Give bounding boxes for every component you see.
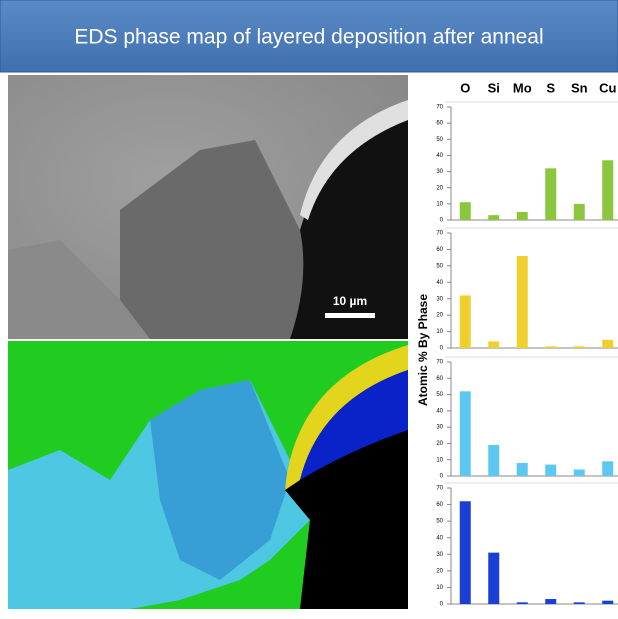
y-tick-label: 60 xyxy=(436,376,443,382)
y-tick-label: 60 xyxy=(436,121,443,127)
bar xyxy=(574,469,585,476)
y-tick-label: 10 xyxy=(436,585,443,591)
bar xyxy=(545,465,556,476)
y-tick-label: 40 xyxy=(436,535,443,541)
title: EDS phase map of layered deposition afte… xyxy=(74,26,543,49)
bar xyxy=(488,215,499,220)
y-tick-label: 50 xyxy=(436,519,443,525)
y-tick-label: 20 xyxy=(436,185,443,191)
y-tick-label: 40 xyxy=(436,153,443,159)
category-label: S xyxy=(546,80,555,95)
y-tick-label: 30 xyxy=(436,552,443,558)
bar xyxy=(545,346,556,348)
phase-map xyxy=(8,341,408,609)
y-tick-label: 60 xyxy=(436,502,443,508)
y-axis-label: Atomic % By Phase xyxy=(416,294,430,406)
y-tick-label: 20 xyxy=(436,441,443,447)
category-label: Mo xyxy=(513,80,532,95)
bar xyxy=(545,168,556,220)
y-tick-label: 50 xyxy=(436,392,443,398)
y-tick-label: 30 xyxy=(436,169,443,175)
sem-image: 10 µm xyxy=(8,75,408,339)
category-label: Cu xyxy=(599,80,616,95)
bar xyxy=(460,295,471,348)
bar xyxy=(460,501,471,604)
bar xyxy=(517,463,528,476)
category-label: Sn xyxy=(571,80,588,95)
page: EDS phase map of layered deposition afte… xyxy=(0,0,618,614)
y-tick-label: 30 xyxy=(436,425,443,431)
bar xyxy=(460,391,471,476)
y-tick-label: 30 xyxy=(436,296,443,302)
bar xyxy=(602,601,613,604)
y-tick-label: 40 xyxy=(436,408,443,414)
scale-bar-label: 10 µm xyxy=(333,294,367,308)
category-label: O xyxy=(460,80,470,95)
y-tick-label: 50 xyxy=(436,137,443,143)
y-tick-label: 50 xyxy=(436,263,443,269)
scale-bar xyxy=(325,313,375,318)
y-tick-label: 70 xyxy=(436,231,443,237)
y-tick-label: 10 xyxy=(436,457,443,463)
bar xyxy=(460,202,471,220)
y-tick-label: 20 xyxy=(436,313,443,319)
y-tick-label: 70 xyxy=(436,486,443,492)
y-tick-label: 40 xyxy=(436,280,443,286)
bar xyxy=(488,553,499,604)
y-tick-label: 70 xyxy=(436,360,443,366)
bar xyxy=(488,341,499,348)
bar xyxy=(488,445,499,476)
y-tick-label: 70 xyxy=(436,105,443,111)
y-tick-label: 10 xyxy=(436,201,443,207)
bar xyxy=(545,599,556,604)
bar xyxy=(517,256,528,348)
bar xyxy=(517,602,528,604)
bar xyxy=(602,461,613,476)
bar xyxy=(574,346,585,348)
bar xyxy=(517,212,528,220)
y-tick-label: 20 xyxy=(436,568,443,574)
bar xyxy=(574,602,585,604)
y-tick-label: 60 xyxy=(436,247,443,253)
bar xyxy=(574,204,585,220)
category-label: Si xyxy=(488,80,500,95)
bar xyxy=(602,340,613,348)
bar xyxy=(602,160,613,220)
y-tick-label: 10 xyxy=(436,329,443,335)
